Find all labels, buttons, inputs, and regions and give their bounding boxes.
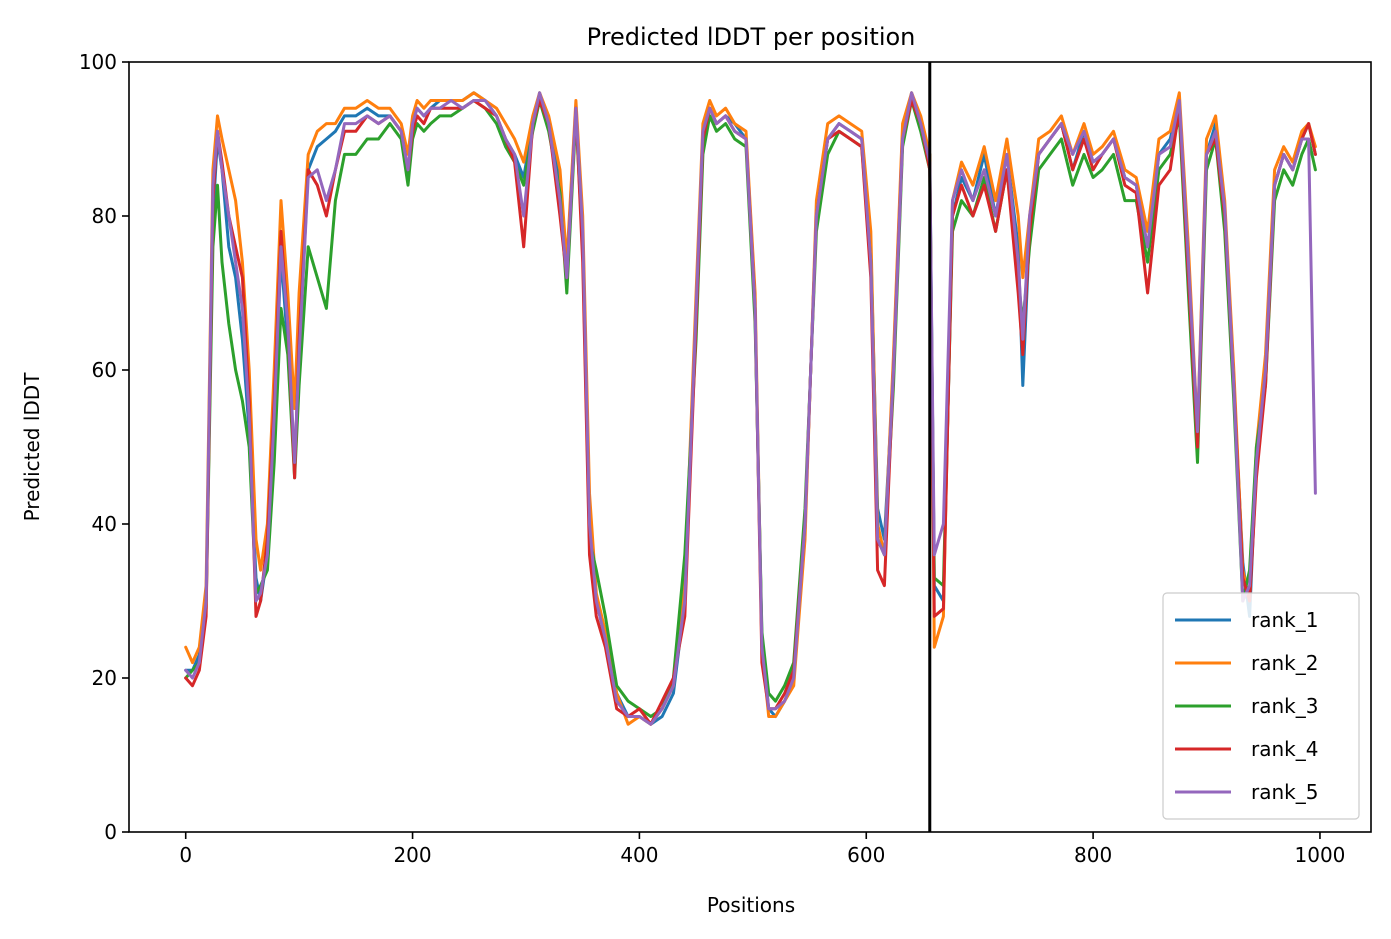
- x-tick-label: 1000: [1295, 843, 1346, 867]
- series-line-rank-3: [184, 99, 1317, 718]
- y-tick-label: 80: [92, 204, 117, 228]
- y-tick-label: 100: [79, 50, 117, 74]
- x-tick-label: 600: [847, 843, 885, 867]
- series-line-rank-2: [184, 91, 1317, 726]
- legend-label: rank_2: [1251, 651, 1318, 675]
- series-layer: [184, 91, 1317, 726]
- legend-label: rank_5: [1251, 780, 1318, 804]
- legend-label: rank_4: [1251, 737, 1318, 761]
- y-tick-label: 20: [92, 666, 117, 690]
- y-tick-label: 60: [92, 358, 117, 382]
- y-tick-label: 40: [92, 512, 117, 536]
- x-tick-label: 0: [179, 843, 192, 867]
- x-axis-title: Positions: [707, 893, 795, 917]
- y-axis: 0 20 40 60 80 100: [79, 50, 129, 844]
- legend-label: rank_3: [1251, 694, 1318, 718]
- plot-frame: [128, 61, 1372, 833]
- x-tick-label: 800: [1074, 843, 1112, 867]
- legend-label: rank_1: [1251, 608, 1318, 632]
- y-tick-label: 0: [104, 820, 117, 844]
- chart-title: Predicted lDDT per position: [587, 23, 916, 51]
- y-axis-title: Predicted lDDT: [20, 372, 44, 522]
- x-tick-label: 200: [393, 843, 431, 867]
- x-axis: 0 200 400 600 800 1000: [179, 832, 1345, 867]
- x-tick-label: 400: [620, 843, 658, 867]
- series-line-rank-5: [184, 91, 1317, 726]
- legend: rank_1 rank_2 rank_3 rank_4 rank_5: [1162, 592, 1360, 820]
- legend-box: [1162, 592, 1360, 820]
